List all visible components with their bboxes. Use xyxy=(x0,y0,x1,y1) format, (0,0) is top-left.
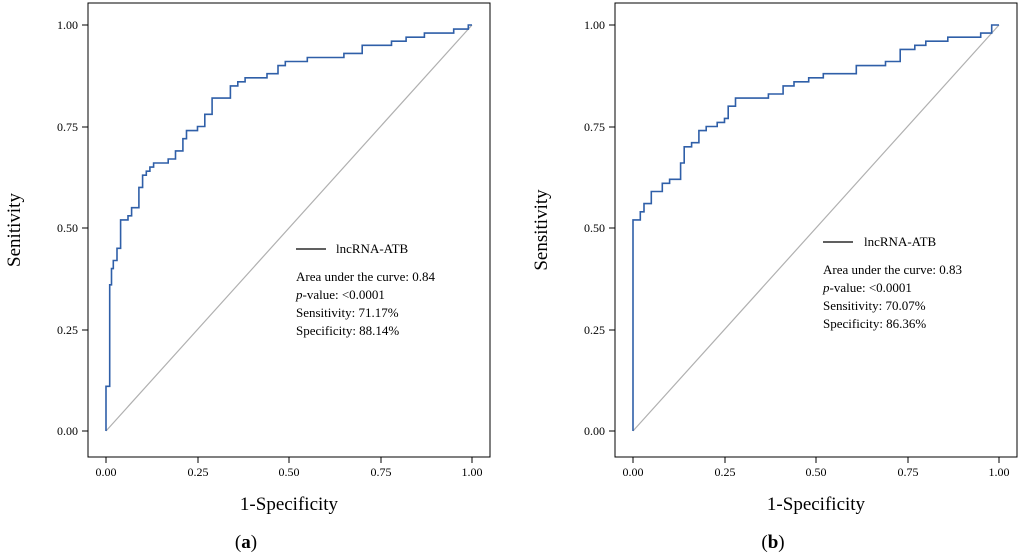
y-tick-label-a-4: 1.00 xyxy=(57,18,78,32)
y-tick-label-a-3: 0.75 xyxy=(57,120,78,134)
y-axis-title-a: Senitivity xyxy=(4,193,25,267)
y-tick-label-a-1: 0.25 xyxy=(57,323,78,337)
x-tick-label-a-0: 0.00 xyxy=(96,465,117,479)
x-tick-label-b-3: 0.75 xyxy=(898,465,919,479)
x-tick-label-a-1: 0.25 xyxy=(188,465,209,479)
legend-auc-b: Area under the curve: 0.83 xyxy=(823,262,962,277)
roc-panel-b: 0.00 0.25 0.50 0.75 1.00 0.00 0.25 0.50 … xyxy=(531,2,1018,553)
reference-diagonal-b xyxy=(632,24,1000,432)
x-tick-label-b-1: 0.25 xyxy=(715,465,736,479)
y-axis-ticks-a: 0.00 0.25 0.50 0.75 1.00 xyxy=(57,18,88,438)
x-tick-label-b-0: 0.00 xyxy=(623,465,644,479)
legend-b: lncRNA-ATB Area under the curve: 0.83 p-… xyxy=(822,234,962,331)
x-tick-label-b-2: 0.50 xyxy=(806,465,827,479)
panel-label-a: (a) xyxy=(235,532,257,553)
roc-curve-a xyxy=(105,24,472,431)
legend-series-label-b: lncRNA-ATB xyxy=(864,234,937,249)
y-tick-label-b-1: 0.25 xyxy=(584,323,605,337)
legend-sensitivity-a: Sensitivity: 71.17% xyxy=(296,305,399,320)
y-tick-label-a-2: 0.50 xyxy=(57,221,78,235)
legend-specificity-a: Specificity: 88.14% xyxy=(296,323,399,338)
y-tick-label-b-2: 0.50 xyxy=(584,221,605,235)
x-tick-label-a-4: 1.00 xyxy=(462,465,483,479)
reference-diagonal-a xyxy=(105,24,473,432)
x-tick-label-b-4: 1.00 xyxy=(989,465,1010,479)
y-tick-label-b-4: 1.00 xyxy=(584,18,605,32)
x-axis-title-a: 1-Specificity xyxy=(240,494,339,515)
legend-pvalue-a: p-value: <0.0001 xyxy=(295,287,385,302)
x-tick-label-a-2: 0.50 xyxy=(279,465,300,479)
y-tick-label-b-3: 0.75 xyxy=(584,120,605,134)
legend-a: lncRNA-ATB Area under the curve: 0.84 p-… xyxy=(295,241,435,338)
x-axis-ticks-b: 0.00 0.25 0.50 0.75 1.00 xyxy=(623,457,1010,479)
legend-auc-a: Area under the curve: 0.84 xyxy=(296,269,435,284)
y-tick-label-a-0: 0.00 xyxy=(57,424,78,438)
roc-curve-b xyxy=(632,24,999,431)
x-axis-title-b: 1-Specificity xyxy=(767,494,866,515)
panel-label-b: (b) xyxy=(761,532,784,553)
legend-pvalue-b: p-value: <0.0001 xyxy=(822,280,912,295)
y-tick-label-b-0: 0.00 xyxy=(584,424,605,438)
y-axis-ticks-b: 0.00 0.25 0.50 0.75 1.00 xyxy=(584,18,615,438)
y-axis-title-b: Sensitivity xyxy=(531,189,552,271)
roc-panel-a: 0.00 0.25 0.50 0.75 1.00 0.00 0.25 0.50 … xyxy=(4,2,491,553)
x-tick-label-a-3: 0.75 xyxy=(371,465,392,479)
legend-specificity-b: Specificity: 86.36% xyxy=(823,316,926,331)
legend-series-label-a: lncRNA-ATB xyxy=(336,241,409,256)
x-axis-ticks-a: 0.00 0.25 0.50 0.75 1.00 xyxy=(96,457,483,479)
legend-sensitivity-b: Sensitivity: 70.07% xyxy=(823,298,926,313)
